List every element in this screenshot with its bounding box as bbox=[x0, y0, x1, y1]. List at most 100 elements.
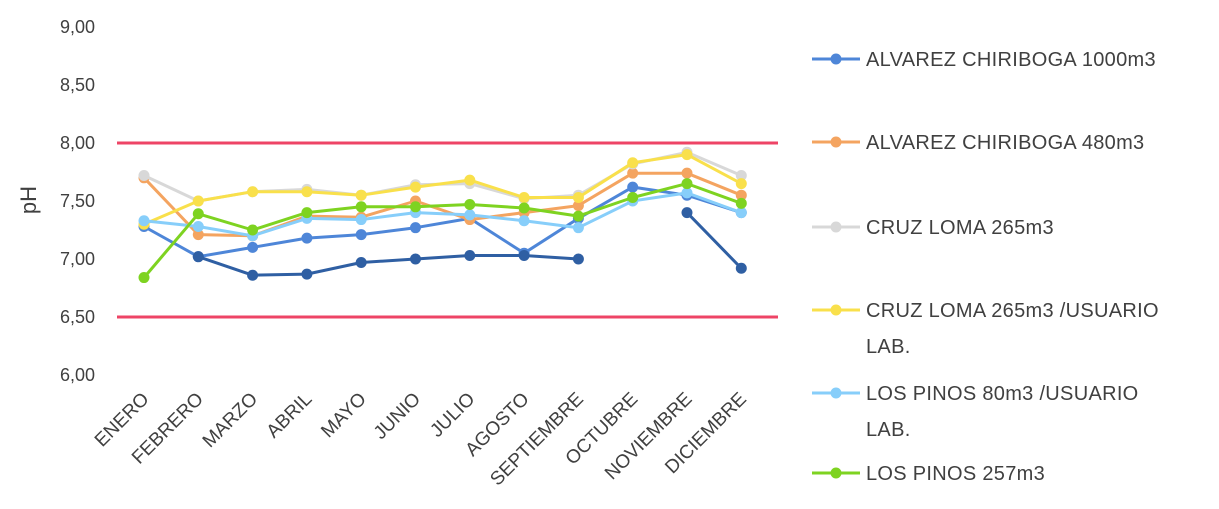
series-line bbox=[196, 211, 743, 277]
data-point bbox=[192, 229, 204, 241]
x-tick-label: JULIO bbox=[426, 389, 479, 442]
legend-label: LOS PINOS 257m3 bbox=[866, 463, 1045, 485]
series-line bbox=[142, 191, 743, 238]
x-tick-label: ABRIL bbox=[263, 389, 317, 443]
data-point bbox=[627, 181, 639, 193]
legend-label: CRUZ LOMA 265m3 bbox=[866, 217, 1054, 239]
y-tick-label: 6,50 bbox=[60, 307, 95, 327]
legend-item: ALVAREZ CHIRIBOGA 1000m3 bbox=[812, 49, 1156, 71]
data-point bbox=[192, 221, 204, 233]
data-point bbox=[192, 251, 204, 263]
data-point bbox=[518, 192, 530, 204]
legend-label: CRUZ LOMA 265m3 /USUARIO bbox=[866, 300, 1159, 322]
x-tick-label: SEPTIEMBRE bbox=[486, 389, 587, 490]
data-point bbox=[627, 167, 639, 179]
series-5 bbox=[138, 178, 747, 284]
legend-swatch-marker bbox=[830, 467, 842, 479]
data-point bbox=[247, 269, 259, 281]
data-point bbox=[138, 169, 150, 181]
legend-label: LOS PINOS 80m3 /USUARIO bbox=[866, 383, 1139, 405]
y-axis-label: pH bbox=[16, 186, 41, 214]
data-point bbox=[464, 209, 476, 221]
data-point bbox=[301, 186, 313, 198]
data-point bbox=[355, 201, 367, 213]
data-point bbox=[735, 197, 747, 209]
legend: ALVAREZ CHIRIBOGA 1000m3 ALVAREZ CHIRIBOG… bbox=[812, 49, 1159, 485]
legend-swatch-marker bbox=[830, 304, 842, 316]
data-point bbox=[572, 210, 584, 222]
data-point bbox=[518, 202, 530, 214]
x-tick-label: JUNIO bbox=[370, 389, 425, 444]
data-point bbox=[681, 167, 693, 179]
data-point bbox=[518, 250, 530, 262]
data-point bbox=[735, 189, 747, 201]
data-point bbox=[410, 201, 421, 213]
legend-item: LOS PINOS 80m3 /USUARIO LAB. bbox=[812, 383, 1139, 441]
data-point bbox=[355, 229, 367, 241]
reference-lines bbox=[117, 141, 778, 319]
data-point bbox=[681, 187, 693, 199]
data-point bbox=[681, 149, 693, 161]
data-point bbox=[735, 169, 747, 181]
x-tick-label: MAYO bbox=[317, 389, 370, 442]
legend-label: ALVAREZ CHIRIBOGA 480m3 bbox=[866, 132, 1144, 154]
x-tick-label: MARZO bbox=[199, 389, 262, 452]
data-point bbox=[735, 262, 747, 274]
data-point bbox=[192, 208, 204, 220]
legend-label: LAB. bbox=[866, 336, 911, 358]
data-point bbox=[192, 195, 204, 207]
legend-swatch-marker bbox=[830, 136, 842, 148]
data-point bbox=[138, 215, 150, 227]
data-point bbox=[464, 174, 476, 186]
series-layer bbox=[138, 146, 747, 284]
data-point bbox=[464, 198, 476, 210]
y-tick-label: 9,00 bbox=[60, 17, 95, 37]
y-tick-label: 7,50 bbox=[60, 191, 95, 211]
data-point bbox=[301, 232, 313, 244]
data-point bbox=[247, 224, 259, 236]
data-point bbox=[410, 181, 421, 193]
data-point bbox=[627, 157, 639, 169]
data-point bbox=[735, 178, 747, 190]
y-tick-label: 8,00 bbox=[60, 133, 95, 153]
data-point bbox=[627, 192, 639, 204]
legend-item: ALVAREZ CHIRIBOGA 480m3 bbox=[812, 132, 1144, 154]
series-line bbox=[142, 185, 743, 259]
data-point bbox=[572, 192, 584, 204]
data-point bbox=[355, 189, 367, 201]
y-tick-label: 6,00 bbox=[60, 365, 95, 385]
legend-item: CRUZ LOMA 265m3 bbox=[812, 217, 1054, 239]
data-point bbox=[572, 222, 584, 234]
y-tick-label: 7,00 bbox=[60, 249, 95, 269]
data-point bbox=[410, 253, 421, 265]
legend-label: LAB. bbox=[866, 419, 911, 441]
legend-label: ALVAREZ CHIRIBOGA 1000m3 bbox=[866, 49, 1156, 71]
data-point bbox=[410, 222, 421, 234]
data-point bbox=[355, 256, 367, 268]
series-line bbox=[142, 182, 743, 280]
legend-swatch-marker bbox=[830, 221, 842, 233]
series-3 bbox=[138, 149, 747, 230]
legend-item: LOS PINOS 257m3 bbox=[812, 463, 1045, 485]
data-point bbox=[572, 200, 584, 212]
legend-swatch-marker bbox=[830, 53, 842, 65]
data-point bbox=[518, 215, 530, 227]
legend-swatch-marker bbox=[830, 387, 842, 399]
data-point bbox=[464, 250, 476, 262]
y-tick-label: 8,50 bbox=[60, 75, 95, 95]
data-point bbox=[735, 207, 747, 219]
data-point bbox=[572, 253, 584, 265]
data-point bbox=[681, 207, 693, 219]
data-point bbox=[138, 272, 150, 284]
data-point bbox=[301, 268, 313, 280]
data-point bbox=[681, 178, 693, 190]
data-point bbox=[355, 214, 367, 226]
series-6 bbox=[192, 207, 747, 281]
series-line bbox=[142, 153, 743, 226]
data-point bbox=[247, 241, 259, 253]
data-point bbox=[247, 186, 259, 198]
data-point bbox=[301, 207, 313, 219]
y-axis-ticks: 6,00 6,50 7,00 7,50 8,00 8,50 9,00 bbox=[60, 17, 95, 385]
